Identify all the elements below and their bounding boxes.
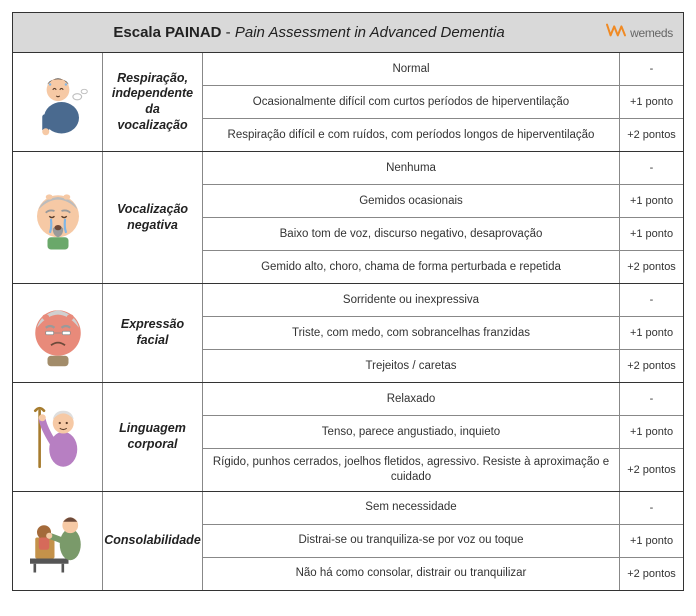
row-score: - bbox=[619, 53, 683, 85]
crying-icon bbox=[13, 152, 103, 283]
breathing-icon bbox=[13, 53, 103, 151]
row-description: Triste, com medo, com sobrancelhas franz… bbox=[203, 317, 619, 349]
table-header: Escala PAINAD - Pain Assessment in Advan… bbox=[13, 13, 683, 53]
row-description: Trejeitos / caretas bbox=[203, 350, 619, 382]
row-score: +2 pontos bbox=[619, 449, 683, 491]
row-score: - bbox=[619, 284, 683, 316]
table-row: Relaxado- bbox=[203, 383, 683, 416]
table-row: Trejeitos / caretas+2 pontos bbox=[203, 350, 683, 382]
rows-wrap: Sem necessidade-Distrai-se ou tranquiliz… bbox=[203, 492, 683, 590]
title-bold: Escala PAINAD bbox=[113, 24, 221, 41]
row-description: Gemido alto, choro, chama de forma pertu… bbox=[203, 251, 619, 283]
table-row: Gemido alto, choro, chama de forma pertu… bbox=[203, 251, 683, 283]
header-title: Escala PAINAD - Pain Assessment in Advan… bbox=[13, 24, 605, 41]
row-description: Baixo tom de voz, discurso negativo, des… bbox=[203, 218, 619, 250]
rows-wrap: Sorridente ou inexpressiva-Triste, com m… bbox=[203, 284, 683, 382]
logo-icon bbox=[605, 21, 627, 44]
row-description: Rígido, punhos cerrados, joelhos fletido… bbox=[203, 449, 619, 491]
rows-wrap: Nenhuma-Gemidos ocasionais+1 pontoBaixo … bbox=[203, 152, 683, 283]
table-row: Triste, com medo, com sobrancelhas franz… bbox=[203, 317, 683, 350]
title-sep: - bbox=[222, 24, 235, 41]
row-score: +1 ponto bbox=[619, 218, 683, 250]
table-row: Ocasionalmente difícil com curtos períod… bbox=[203, 86, 683, 119]
row-score: - bbox=[619, 492, 683, 524]
table-row: Normal- bbox=[203, 53, 683, 86]
row-description: Nenhuma bbox=[203, 152, 619, 184]
row-score: +2 pontos bbox=[619, 119, 683, 151]
row-description: Gemidos ocasionais bbox=[203, 185, 619, 217]
section: Expressão facialSorridente ou inexpressi… bbox=[13, 284, 683, 383]
row-description: Tenso, parece angustiado, inquieto bbox=[203, 416, 619, 448]
table-row: Baixo tom de voz, discurso negativo, des… bbox=[203, 218, 683, 251]
category-label: Vocalização negativa bbox=[103, 152, 203, 283]
section: Vocalização negativaNenhuma-Gemidos ocas… bbox=[13, 152, 683, 284]
table-row: Rígido, punhos cerrados, joelhos fletido… bbox=[203, 449, 683, 491]
rows-wrap: Normal-Ocasionalmente difícil com curtos… bbox=[203, 53, 683, 151]
row-score: +2 pontos bbox=[619, 558, 683, 590]
row-score: +2 pontos bbox=[619, 350, 683, 382]
category-label: Consolabilidade bbox=[103, 492, 203, 590]
row-description: Distrai-se ou tranquiliza-se por voz ou … bbox=[203, 525, 619, 557]
row-score: +2 pontos bbox=[619, 251, 683, 283]
row-description: Sem necessidade bbox=[203, 492, 619, 524]
row-description: Relaxado bbox=[203, 383, 619, 415]
table-row: Não há como consolar, distrair ou tranqu… bbox=[203, 558, 683, 590]
body-icon bbox=[13, 383, 103, 491]
section: Linguagem corporalRelaxado-Tenso, parece… bbox=[13, 383, 683, 492]
rows-wrap: Relaxado-Tenso, parece angustiado, inqui… bbox=[203, 383, 683, 491]
table-row: Sorridente ou inexpressiva- bbox=[203, 284, 683, 317]
sections-container: Respiração, independente da vocalizaçãoN… bbox=[13, 53, 683, 590]
row-score: +1 ponto bbox=[619, 86, 683, 118]
table-row: Respiração difícil e com ruídos, com per… bbox=[203, 119, 683, 151]
category-label: Linguagem corporal bbox=[103, 383, 203, 491]
row-score: - bbox=[619, 383, 683, 415]
console-icon bbox=[13, 492, 103, 590]
row-score: +1 ponto bbox=[619, 525, 683, 557]
row-description: Respiração difícil e com ruídos, com per… bbox=[203, 119, 619, 151]
row-description: Ocasionalmente difícil com curtos períod… bbox=[203, 86, 619, 118]
table-row: Gemidos ocasionais+1 ponto bbox=[203, 185, 683, 218]
table-row: Distrai-se ou tranquiliza-se por voz ou … bbox=[203, 525, 683, 558]
row-description: Normal bbox=[203, 53, 619, 85]
table-row: Tenso, parece angustiado, inquieto+1 pon… bbox=[203, 416, 683, 449]
section: Respiração, independente da vocalizaçãoN… bbox=[13, 53, 683, 152]
section: ConsolabilidadeSem necessidade-Distrai-s… bbox=[13, 492, 683, 590]
category-label: Expressão facial bbox=[103, 284, 203, 382]
logo-text: wemeds bbox=[630, 26, 673, 40]
face-icon bbox=[13, 284, 103, 382]
category-label: Respiração, independente da vocalização bbox=[103, 53, 203, 151]
table-row: Nenhuma- bbox=[203, 152, 683, 185]
row-description: Sorridente ou inexpressiva bbox=[203, 284, 619, 316]
row-score: - bbox=[619, 152, 683, 184]
brand-logo: wemeds bbox=[605, 21, 683, 44]
row-score: +1 ponto bbox=[619, 416, 683, 448]
row-score: +1 ponto bbox=[619, 317, 683, 349]
table-row: Sem necessidade- bbox=[203, 492, 683, 525]
title-italic: Pain Assessment in Advanced Dementia bbox=[235, 24, 505, 41]
row-score: +1 ponto bbox=[619, 185, 683, 217]
painad-table: Escala PAINAD - Pain Assessment in Advan… bbox=[12, 12, 684, 591]
row-description: Não há como consolar, distrair ou tranqu… bbox=[203, 558, 619, 590]
